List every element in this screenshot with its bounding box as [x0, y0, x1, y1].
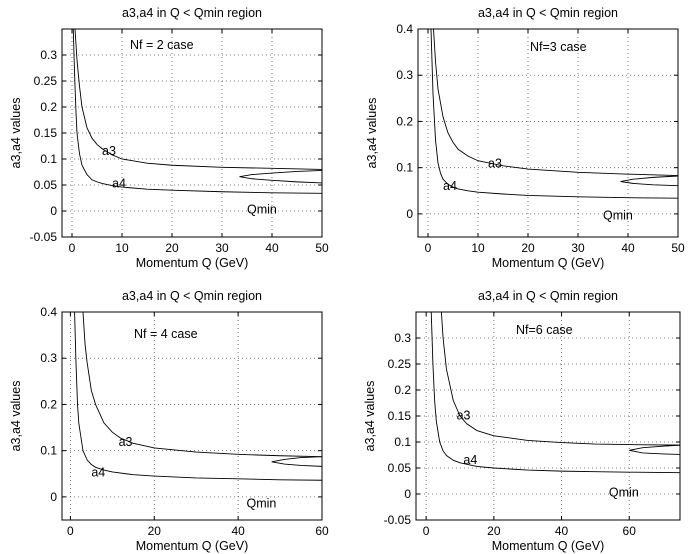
- annotation-qmin: Qmin: [603, 208, 633, 222]
- x-tick-label: 10: [471, 241, 485, 255]
- y-tick-label: 0: [404, 487, 411, 501]
- y-axis-label: a3,a4 values: [9, 381, 23, 452]
- x-tick-label: 40: [621, 241, 635, 255]
- x-axis-label: Momentum Q (GeV): [492, 539, 605, 553]
- series-line-a4: [430, 29, 678, 199]
- y-axis-label: a3,a4 values: [9, 98, 23, 169]
- x-tick-label: 0: [425, 241, 432, 255]
- chart-panel-2: 0 10 20 30 40 50 0 0.1 0.2 0.3 0.4 a3 a4 Qmin Nf=3 cas…: [365, 6, 685, 270]
- y-tick-label: 0.25: [388, 357, 412, 371]
- plot-frame: [61, 311, 323, 521]
- x-tick-label: 20: [487, 524, 501, 538]
- series-line-a3: [74, 29, 322, 170]
- y-tick-label: 0: [406, 207, 413, 221]
- x-tick-label: 40: [555, 524, 569, 538]
- y-tick-label: 0.4: [396, 22, 413, 36]
- y-tick-label: 0.05: [34, 178, 58, 192]
- series-line-qmin: [239, 169, 322, 184]
- y-tick-label: -0.05: [384, 513, 412, 527]
- x-tick-label: 50: [671, 241, 685, 255]
- series-line-qmin: [620, 175, 678, 187]
- plot-frame: [415, 311, 681, 521]
- x-axis-label: Momentum Q (GeV): [136, 539, 249, 553]
- y-tick-label: 0.1: [394, 435, 411, 449]
- y-axis-label: a3,a4 values: [365, 98, 379, 169]
- plot-frame: [417, 28, 679, 238]
- x-tick-label: 0: [67, 524, 74, 538]
- y-tick-label: 0.3: [40, 351, 57, 365]
- y-tick-label: 0.1: [396, 161, 413, 175]
- series-line-qmin: [629, 444, 680, 455]
- y-tick-label: 0: [50, 490, 57, 504]
- x-tick-label: 10: [115, 241, 129, 255]
- x-tick-label: 20: [521, 241, 535, 255]
- y-tick-label: 0.2: [40, 397, 57, 411]
- chart-title: a3,a4 in Q < Qmin region: [122, 289, 262, 303]
- y-tick-label: 0.3: [396, 68, 413, 82]
- x-tick-label: 0: [423, 524, 430, 538]
- y-tick-label: 0: [50, 204, 57, 218]
- case-label: Nf=3 case: [530, 40, 587, 54]
- chart-title: a3,a4 in Q < Qmin region: [122, 6, 262, 20]
- x-tick-label: 20: [148, 524, 162, 538]
- x-tick-label: 0: [69, 241, 76, 255]
- x-axis-label: Momentum Q (GeV): [136, 256, 249, 270]
- x-tick-label: 60: [623, 524, 637, 538]
- y-tick-label: 0.15: [34, 126, 58, 140]
- x-tick-label: 50: [315, 241, 329, 255]
- chart-title: a3,a4 in Q < Qmin region: [478, 289, 618, 303]
- chart-panel-1: 0 10 20 30 40 50 -0.05 0 0.05 0.1 0.15 0.2 0.25 0.3 a3…: [9, 6, 329, 270]
- annotation-qmin: Qmin: [609, 486, 639, 500]
- y-tick-label: 0.05: [388, 461, 412, 475]
- x-tick-label: 40: [231, 524, 245, 538]
- annotation-a3: a3: [119, 435, 133, 449]
- x-axis-label: Momentum Q (GeV): [492, 256, 605, 270]
- y-tick-label: 0.1: [40, 152, 57, 166]
- y-axis-label: a3,a4 values: [363, 381, 377, 452]
- annotation-qmin: Qmin: [247, 203, 277, 217]
- x-tick-label: 40: [265, 241, 279, 255]
- case-label: Nf=6 case: [516, 323, 573, 337]
- y-tick-label: 0.15: [388, 409, 412, 423]
- annotation-a4: a4: [112, 177, 126, 191]
- annotation-a3: a3: [488, 157, 502, 171]
- y-tick-label: 0.3: [40, 48, 57, 62]
- annotation-a3: a3: [457, 409, 471, 423]
- series-line-a4: [430, 312, 680, 474]
- series-line-a4: [74, 312, 322, 481]
- y-tick-label: 0.1: [40, 444, 57, 458]
- series-line-a3: [440, 312, 680, 446]
- case-label: Nf = 2 case: [130, 38, 194, 52]
- y-tick-label: 0.2: [394, 383, 411, 397]
- y-tick-label: 0.3: [394, 331, 411, 345]
- series-line-a3: [433, 29, 678, 176]
- chart-panel-4: 0 20 40 60 -0.05 0 0.05 0.1 0.15 0.2 0.25 0.3 a3 a4 Qm…: [363, 289, 681, 553]
- y-tick-label: 0.2: [40, 100, 57, 114]
- chart-panel-3: 0 20 40 60 0 0.1 0.2 0.3 0.4 a3 a4 Qmin Nf = 4 case a…: [9, 289, 329, 553]
- y-tick-label: 0.2: [396, 114, 413, 128]
- y-tick-label: 0.25: [34, 74, 58, 88]
- y-tick-label: -0.05: [30, 230, 58, 244]
- case-label: Nf = 4 case: [134, 327, 198, 341]
- annotation-a4: a4: [91, 466, 105, 480]
- x-tick-label: 30: [571, 241, 585, 255]
- series-line-a4: [72, 29, 322, 194]
- annotation-a4: a4: [463, 453, 477, 467]
- annotation-a4: a4: [443, 179, 457, 193]
- x-tick-label: 60: [315, 524, 329, 538]
- x-tick-label: 30: [215, 241, 229, 255]
- x-tick-label: 20: [165, 241, 179, 255]
- series-line-a3: [82, 312, 322, 458]
- plot-frame: [61, 28, 323, 238]
- annotation-qmin: Qmin: [247, 497, 277, 511]
- annotation-a3: a3: [102, 144, 116, 158]
- chart-title: a3,a4 in Q < Qmin region: [478, 6, 618, 20]
- y-tick-label: 0.4: [40, 305, 57, 319]
- series-line-qmin: [271, 456, 322, 467]
